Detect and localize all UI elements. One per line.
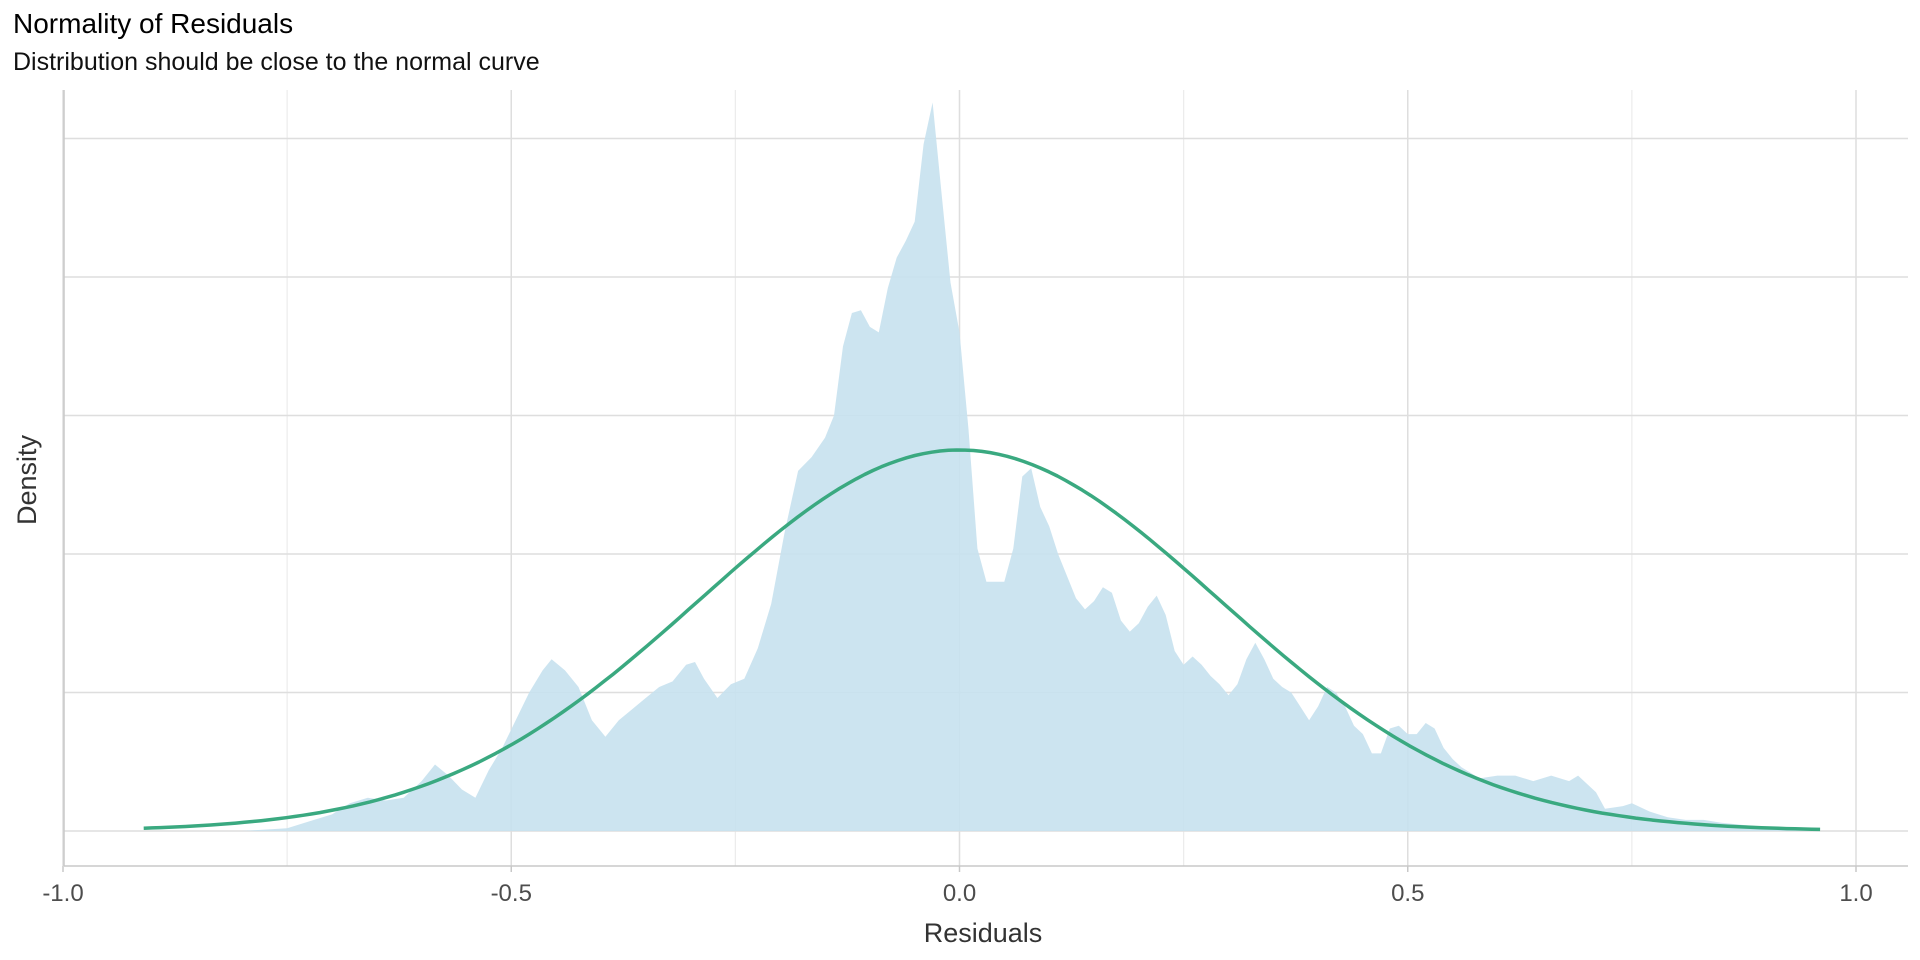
x-tick-label-4: 1.0	[1839, 880, 1872, 907]
area-layer	[143, 102, 1821, 831]
chart-subtitle: Distribution should be close to the norm…	[13, 48, 540, 76]
axes-layer: -1.0 -0.5 0.0 0.5 1.0	[42, 90, 1908, 907]
curve-layer	[143, 448, 1821, 832]
x-tick-label-3: 0.5	[1391, 880, 1424, 907]
x-tick-label-1: -0.5	[491, 880, 532, 907]
normal-curve-line	[143, 448, 1821, 832]
y-axis-title: Density	[12, 434, 42, 525]
x-axis-title: Residuals	[924, 918, 1043, 948]
density-area	[143, 102, 1821, 831]
x-tick-label-0: -1.0	[42, 880, 83, 907]
chart-title: Normality of Residuals	[13, 8, 294, 39]
x-tick-label-2: 0.0	[943, 880, 976, 907]
